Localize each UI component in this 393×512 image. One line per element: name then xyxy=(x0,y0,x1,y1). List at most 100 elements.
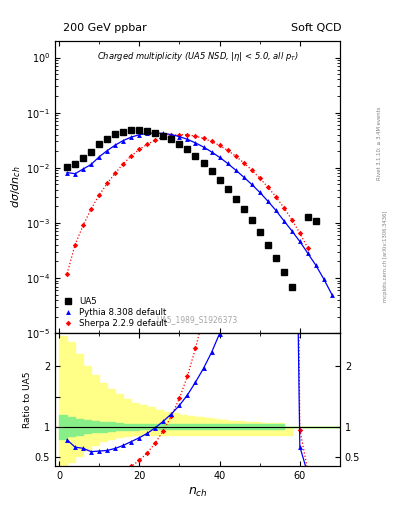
Sherpa 2.2.9 default xyxy=(113,170,118,176)
Text: Rivet 3.1.10; ≥ 3.4M events: Rivet 3.1.10; ≥ 3.4M events xyxy=(377,106,382,180)
Sherpa 2.2.9 default xyxy=(65,270,70,276)
UA5 xyxy=(209,168,214,174)
Pythia 8.308 default xyxy=(89,161,94,167)
Text: Soft QCD: Soft QCD xyxy=(292,23,342,33)
Pythia 8.308 default xyxy=(153,130,158,136)
UA5 xyxy=(233,196,238,202)
Sherpa 2.2.9 default xyxy=(201,135,206,141)
Text: Charged multiplicity (UA5 NSD, $|\eta|$ < 5.0, all $p_T$): Charged multiplicity (UA5 NSD, $|\eta|$ … xyxy=(97,50,298,63)
Sherpa 2.2.9 default xyxy=(209,138,214,144)
Sherpa 2.2.9 default xyxy=(225,147,230,154)
Sherpa 2.2.9 default xyxy=(249,167,254,173)
Line: Sherpa 2.2.9 default: Sherpa 2.2.9 default xyxy=(65,133,310,275)
Sherpa 2.2.9 default xyxy=(289,217,294,223)
UA5 xyxy=(225,186,230,192)
UA5 xyxy=(105,136,110,142)
Sherpa 2.2.9 default xyxy=(81,222,85,228)
Pythia 8.308 default xyxy=(97,154,101,160)
UA5 xyxy=(201,160,206,166)
UA5 xyxy=(121,129,126,135)
Y-axis label: $d\sigma/dn_{ch}$: $d\sigma/dn_{ch}$ xyxy=(9,166,23,208)
Pythia 8.308 default xyxy=(305,250,310,257)
UA5 xyxy=(265,242,270,248)
Pythia 8.308 default xyxy=(185,136,190,142)
Pythia 8.308 default xyxy=(169,132,174,138)
UA5 xyxy=(153,130,158,136)
UA5 xyxy=(305,214,310,220)
Sherpa 2.2.9 default xyxy=(145,141,150,147)
Sherpa 2.2.9 default xyxy=(305,245,310,251)
UA5 xyxy=(217,177,222,183)
Pythia 8.308 default xyxy=(225,160,230,166)
Pythia 8.308 default xyxy=(321,276,326,282)
UA5 xyxy=(81,155,85,161)
Sherpa 2.2.9 default xyxy=(161,134,166,140)
Sherpa 2.2.9 default xyxy=(257,175,262,181)
Sherpa 2.2.9 default xyxy=(153,137,158,143)
Sherpa 2.2.9 default xyxy=(241,160,246,166)
UA5 xyxy=(257,229,262,235)
UA5 xyxy=(73,161,77,167)
Pythia 8.308 default xyxy=(137,132,141,138)
Pythia 8.308 default xyxy=(233,167,238,173)
Text: 200 GeV ppbar: 200 GeV ppbar xyxy=(63,23,147,33)
UA5 xyxy=(137,127,141,133)
Pythia 8.308 default xyxy=(65,169,70,176)
Line: Pythia 8.308 default: Pythia 8.308 default xyxy=(64,131,334,297)
Sherpa 2.2.9 default xyxy=(177,132,182,138)
UA5 xyxy=(185,146,190,153)
UA5 xyxy=(314,218,318,224)
Text: mcplots.cern.ch [arXiv:1306.3436]: mcplots.cern.ch [arXiv:1306.3436] xyxy=(383,210,387,302)
Pythia 8.308 default xyxy=(129,134,134,140)
UA5 xyxy=(281,269,286,275)
UA5 xyxy=(113,132,118,138)
Pythia 8.308 default xyxy=(105,147,110,154)
Sherpa 2.2.9 default xyxy=(105,180,110,186)
Sherpa 2.2.9 default xyxy=(185,132,190,138)
Pythia 8.308 default xyxy=(161,131,166,137)
Pythia 8.308 default xyxy=(73,170,77,177)
UA5 xyxy=(97,141,101,147)
Sherpa 2.2.9 default xyxy=(169,132,174,138)
Sherpa 2.2.9 default xyxy=(89,206,94,212)
Sherpa 2.2.9 default xyxy=(274,194,278,200)
UA5 xyxy=(161,133,166,139)
Sherpa 2.2.9 default xyxy=(97,192,101,198)
Line: UA5: UA5 xyxy=(64,127,319,289)
Text: UA5_1989_S1926373: UA5_1989_S1926373 xyxy=(157,315,238,325)
Pythia 8.308 default xyxy=(289,228,294,234)
Sherpa 2.2.9 default xyxy=(137,146,141,153)
UA5 xyxy=(129,127,134,134)
Sherpa 2.2.9 default xyxy=(121,161,126,167)
Pythia 8.308 default xyxy=(121,137,126,143)
Sherpa 2.2.9 default xyxy=(298,230,302,236)
Sherpa 2.2.9 default xyxy=(281,204,286,210)
UA5 xyxy=(193,153,198,159)
UA5 xyxy=(289,284,294,290)
UA5 xyxy=(65,163,70,169)
Pythia 8.308 default xyxy=(274,207,278,214)
Sherpa 2.2.9 default xyxy=(73,242,77,248)
Pythia 8.308 default xyxy=(257,189,262,195)
UA5 xyxy=(169,136,174,142)
Pythia 8.308 default xyxy=(314,262,318,268)
Sherpa 2.2.9 default xyxy=(265,184,270,190)
Y-axis label: Ratio to UA5: Ratio to UA5 xyxy=(23,371,32,428)
Pythia 8.308 default xyxy=(81,166,85,172)
Pythia 8.308 default xyxy=(201,144,206,150)
Pythia 8.308 default xyxy=(217,154,222,160)
Pythia 8.308 default xyxy=(265,198,270,204)
Pythia 8.308 default xyxy=(193,140,198,146)
Sherpa 2.2.9 default xyxy=(217,142,222,148)
Pythia 8.308 default xyxy=(209,149,214,155)
Legend: UA5, Pythia 8.308 default, Sherpa 2.2.9 default: UA5, Pythia 8.308 default, Sherpa 2.2.9 … xyxy=(59,295,169,330)
Pythia 8.308 default xyxy=(330,291,334,297)
X-axis label: $n_{ch}$: $n_{ch}$ xyxy=(187,486,208,499)
UA5 xyxy=(249,217,254,223)
Pythia 8.308 default xyxy=(249,181,254,187)
UA5 xyxy=(274,255,278,261)
UA5 xyxy=(241,206,246,212)
UA5 xyxy=(145,127,150,134)
Sherpa 2.2.9 default xyxy=(193,133,198,139)
Sherpa 2.2.9 default xyxy=(233,153,238,159)
